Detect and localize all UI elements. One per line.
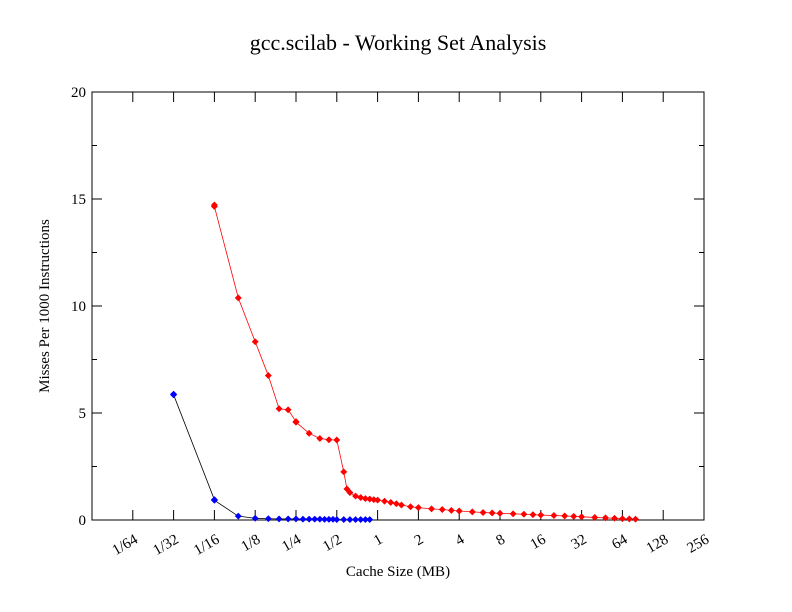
series-1-point xyxy=(392,500,400,508)
series-2-point xyxy=(275,515,283,523)
series-1-point xyxy=(210,202,218,211)
series-1-point xyxy=(387,498,395,507)
series-1-point xyxy=(537,511,545,519)
series-2-point xyxy=(305,515,313,523)
series-1-point xyxy=(570,512,578,520)
series-1-point xyxy=(325,436,333,444)
series-2-point xyxy=(299,515,307,523)
chart-title: gcc.scilab - Working Set Analysis xyxy=(250,30,547,55)
series-1-point xyxy=(427,505,436,513)
series-2-point xyxy=(292,515,300,523)
x-tick-label: 1/8 xyxy=(239,532,264,555)
series-1-point xyxy=(578,513,586,521)
series-2-point xyxy=(170,391,178,399)
x-tick-label: 16 xyxy=(528,531,549,553)
series-1-point xyxy=(234,294,242,302)
axis-ticks: 0 5 10 15 20 1/64 1/32 1/16 1/8 1/4 1/2 1 2 4 8 16 32 64 1… xyxy=(71,85,712,559)
series-2-point xyxy=(264,515,272,523)
series-2-point xyxy=(340,516,348,524)
x-tick-label: 1 xyxy=(371,532,385,550)
series-2-point xyxy=(311,515,319,523)
series-2-point xyxy=(210,496,218,504)
series-1-point xyxy=(561,512,569,520)
series-1-point xyxy=(447,506,455,514)
x-axis-label: Cache Size (MB) xyxy=(346,564,450,580)
y-tick-label: 15 xyxy=(71,192,86,208)
plot-area-frame xyxy=(91,91,705,521)
series-1-point xyxy=(488,509,496,517)
series-2-point xyxy=(333,516,341,524)
x-tick-label: 8 xyxy=(494,532,508,550)
series-layer xyxy=(170,201,640,524)
x-tick-label: 1/4 xyxy=(279,531,304,555)
x-tick-label: 1/64 xyxy=(110,531,142,558)
series-1-point xyxy=(591,513,599,521)
series-1-point xyxy=(468,508,476,516)
y-tick-label: 10 xyxy=(71,299,86,315)
series-1-point xyxy=(601,514,610,522)
series-2-point xyxy=(251,514,259,522)
x-tick-label: 1/16 xyxy=(191,531,223,558)
y-tick-label: 5 xyxy=(79,406,87,422)
series-1-point xyxy=(264,371,272,380)
y-axis-label: Misses Per 1000 Instructions xyxy=(37,219,53,393)
x-tick-label: 1/32 xyxy=(151,532,182,559)
series-2-point xyxy=(234,512,242,520)
series-1-point xyxy=(631,515,640,523)
y-tick-label: 20 xyxy=(71,85,86,101)
series-2-point xyxy=(351,516,360,524)
series-2-point xyxy=(284,515,292,523)
series-1-point xyxy=(251,338,259,346)
series-1-point xyxy=(550,511,558,520)
x-tick-label: 32 xyxy=(569,532,590,553)
y-tick-label: 0 xyxy=(79,513,87,529)
series-1-point xyxy=(351,492,360,500)
x-tick-label: 1/2 xyxy=(320,532,345,555)
series-1-point xyxy=(520,510,528,518)
series-1-point xyxy=(305,429,313,437)
series-1-point xyxy=(529,511,537,519)
series-1-point xyxy=(284,406,292,414)
series-1-point xyxy=(455,507,463,515)
series-1-point xyxy=(414,504,422,512)
series-1-point xyxy=(380,497,389,505)
series-1-point xyxy=(316,434,324,443)
series-1-point xyxy=(333,436,341,444)
series-1-point xyxy=(374,496,382,504)
series-1-point xyxy=(397,501,406,509)
series-1-point xyxy=(438,505,446,514)
series-1-point xyxy=(625,515,633,523)
series-1-point xyxy=(610,514,619,522)
series-1-point xyxy=(346,489,354,497)
series-1-point xyxy=(406,503,415,511)
series-1-point xyxy=(275,405,283,413)
series-1-point xyxy=(340,468,348,476)
x-tick-label: 2 xyxy=(412,532,426,550)
x-tick-label: 256 xyxy=(685,531,713,556)
x-tick-label: 128 xyxy=(644,532,671,557)
series-2-point xyxy=(357,516,365,524)
series-2-point xyxy=(366,516,374,524)
series-1-line xyxy=(213,204,636,520)
x-tick-label: 64 xyxy=(609,531,630,553)
series-1-point xyxy=(479,508,487,517)
series-1-point xyxy=(618,515,626,523)
series-2-point xyxy=(346,516,354,524)
series-1-point xyxy=(509,510,517,518)
series-2-point xyxy=(316,515,324,523)
series-1-point xyxy=(292,418,300,426)
x-tick-label: 4 xyxy=(453,531,468,549)
series-1-point xyxy=(496,509,504,517)
series-1-point xyxy=(357,493,365,502)
series-1-point xyxy=(361,495,369,503)
